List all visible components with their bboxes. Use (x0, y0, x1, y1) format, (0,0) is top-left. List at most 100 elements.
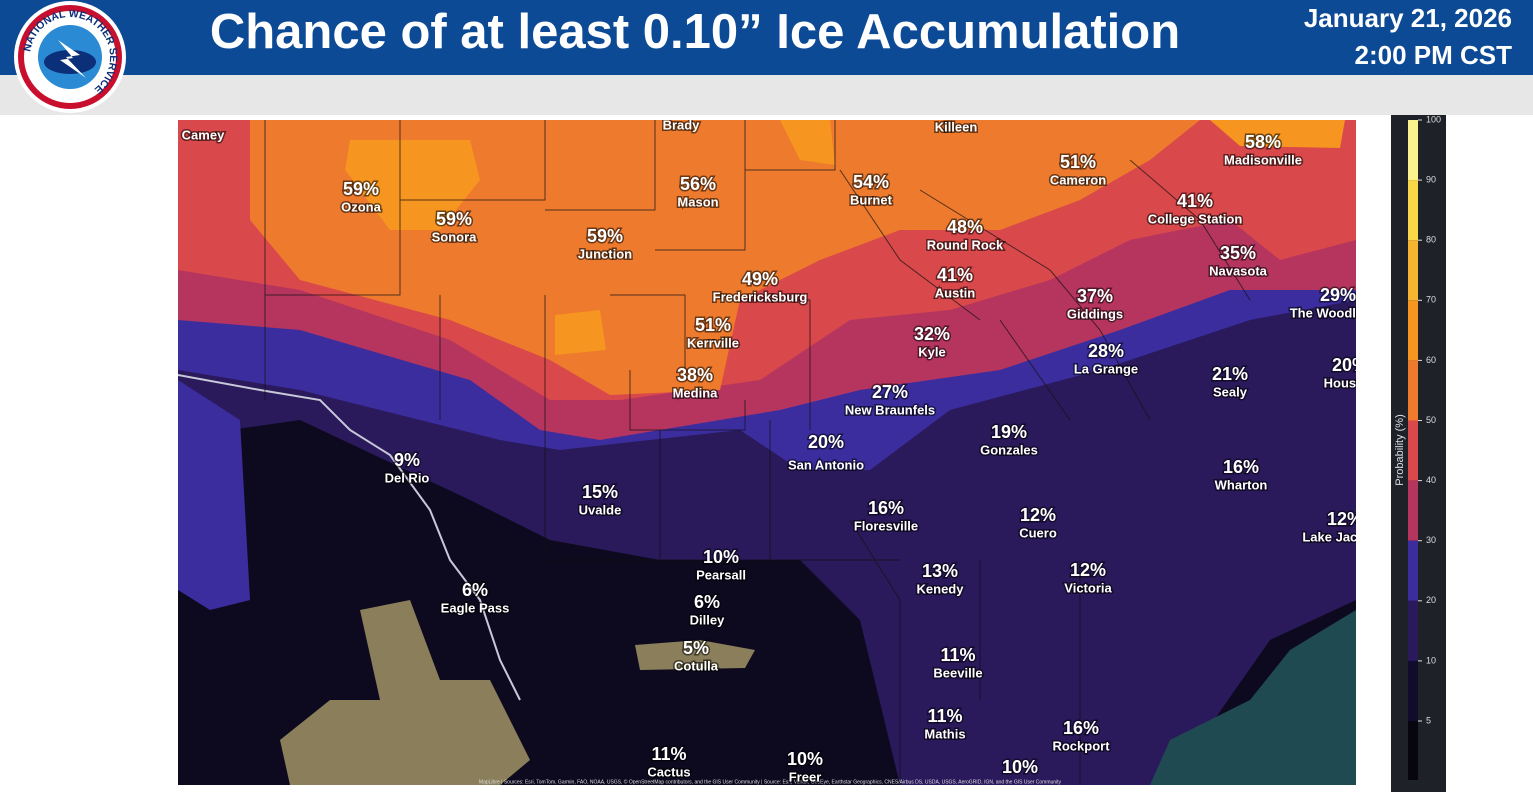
colorbar-band (1408, 600, 1418, 661)
subheader-bar (0, 75, 1533, 115)
colorbar-band (1408, 480, 1418, 541)
city-percent: 11% (651, 744, 686, 764)
city-percent: 59% (436, 209, 472, 229)
city-percent: 5% (683, 638, 709, 658)
city-percent: 56% (680, 174, 716, 194)
city-percent: 48% (947, 217, 983, 237)
city-name: Mason (677, 194, 718, 209)
city-name: Pearsall (696, 567, 746, 582)
city-percent: 20% (808, 432, 844, 452)
city-name: Freer (789, 769, 822, 784)
city-name: Cameron (1050, 172, 1106, 187)
city-percent: 19% (991, 422, 1027, 442)
city-name: Victoria (1064, 580, 1112, 595)
colorbar-band (1408, 240, 1418, 301)
colorbar-band (1408, 420, 1418, 481)
colorbar-tick-label: 100 (1426, 114, 1441, 124)
city-name: Sealy (1213, 384, 1248, 399)
city-name: Navasota (1209, 263, 1268, 278)
colorbar-band (1408, 540, 1418, 601)
city-percent: 11% (927, 706, 962, 726)
city-name: Austin (935, 285, 976, 300)
city-percent: 10% (1002, 757, 1038, 777)
colorbar-band (1408, 360, 1418, 421)
city-name: Cuero (1019, 525, 1057, 540)
city-name: Sonora (432, 229, 478, 244)
city-name: La Grange (1074, 361, 1138, 376)
city-name: Gonzales (980, 442, 1038, 457)
city-percent: 20% (1332, 355, 1368, 375)
colorbar-tick-label: 20 (1426, 595, 1436, 605)
city-name: Eagle Pass (441, 600, 510, 615)
header-bar (0, 0, 1533, 75)
city-name: Fredericksburg (713, 289, 808, 304)
colorbar-tick-label: 50 (1426, 415, 1436, 425)
map: MapLibre | Sources: Esri, TomTom, Garmin… (178, 120, 1356, 785)
city-name: Round Rock (927, 237, 1004, 252)
city-percent: 9% (394, 450, 420, 470)
city-name: Uvalde (579, 502, 622, 517)
date: January 21, 2026 (1304, 3, 1512, 33)
city-percent: 6% (694, 592, 720, 612)
city-percent: 35% (1220, 243, 1256, 263)
city-name: Cotulla (674, 658, 719, 673)
city-percent: 37% (1077, 286, 1113, 306)
city-name: Junction (578, 246, 632, 261)
colorbar-tick-label: 80 (1426, 235, 1436, 245)
city-percent: 13% (922, 561, 958, 581)
city-percent: 29% (1320, 285, 1356, 305)
city-name: New Braunfels (845, 402, 935, 417)
city-percent: 59% (587, 226, 623, 246)
colorbar-tick-label: 10 (1426, 655, 1436, 665)
city-name: The Woodlands (1290, 305, 1387, 320)
city-name: Rockport (1052, 738, 1110, 753)
city-percent: 54% (853, 172, 889, 192)
city-percent: 6% (462, 580, 488, 600)
city-percent: 16% (1063, 718, 1099, 738)
city-percent: 32% (914, 324, 950, 344)
city-name: Medina (673, 385, 719, 400)
colorbar-base (1408, 721, 1418, 780)
city-percent: 10% (703, 547, 739, 567)
city-name: Floresville (854, 518, 918, 533)
city-percent: 27% (872, 382, 908, 402)
city-percent: 41% (937, 265, 973, 285)
colorbar-tick-label: 70 (1426, 295, 1436, 305)
city-name: Del Rio (385, 470, 430, 485)
city-percent: 12% (1327, 509, 1363, 529)
city-percent: 51% (1060, 152, 1096, 172)
city-percent: 59% (343, 179, 379, 199)
city-percent: 12% (1070, 560, 1106, 580)
colorbar-tick-label: 30 (1426, 535, 1436, 545)
city-name: Houston (1324, 375, 1377, 390)
city-name: Giddings (1067, 306, 1123, 321)
city-name: Burnet (850, 192, 893, 207)
colorbar: 100 90 80 70 60 50 40 30 20 10 5 (1408, 114, 1441, 780)
city-percent: 21% (1212, 364, 1248, 384)
city-percent: 38% (677, 365, 713, 385)
city-name: Brady (663, 117, 701, 132)
city-name: Dilley (690, 612, 725, 627)
colorbar-band (1408, 120, 1418, 181)
colorbar-tick-label: 40 (1426, 475, 1436, 485)
city-percent: 41% (1177, 191, 1213, 211)
colorbar-tick-label: 5 (1426, 715, 1431, 725)
city-percent: 16% (1223, 457, 1259, 477)
city-percent: 58% (1245, 132, 1281, 152)
colorbar-band (1408, 660, 1418, 721)
colorbar-band (1408, 300, 1418, 361)
colorbar-panel (1391, 115, 1446, 792)
city-percent: 16% (868, 498, 904, 518)
city-name: Beeville (933, 665, 982, 680)
city-name: Lake Jackson (1302, 529, 1387, 544)
colorbar-label: Probability (%) (1394, 414, 1406, 486)
city-name: Mathis (924, 726, 965, 741)
city-name: Killeen (935, 119, 978, 134)
city-name: Ozona (341, 199, 381, 214)
city-name: Kyle (918, 344, 945, 359)
city-percent: 51% (695, 315, 731, 335)
city-name: Wharton (1215, 477, 1268, 492)
colorbar-tick-label: 60 (1426, 355, 1436, 365)
